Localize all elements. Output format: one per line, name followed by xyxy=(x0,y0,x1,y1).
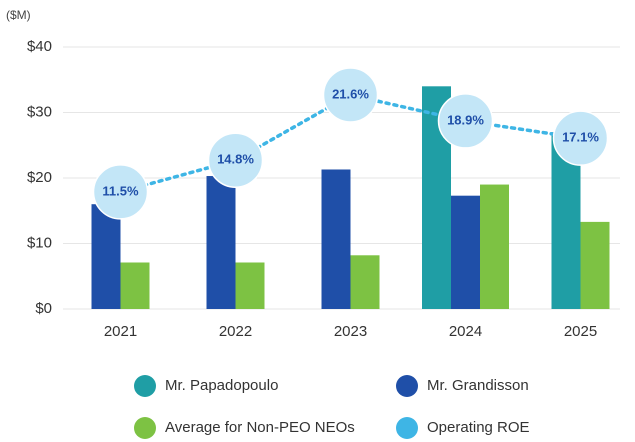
legend-swatch xyxy=(396,375,418,397)
legend-label: Average for Non-PEO NEOs xyxy=(165,419,355,436)
bar xyxy=(480,184,509,309)
legend-label: Operating ROE xyxy=(427,419,530,436)
y-tick-label: $0 xyxy=(35,300,52,317)
y-tick-label: $40 xyxy=(27,38,52,55)
legend-swatch xyxy=(396,417,418,439)
x-tick-label: 2022 xyxy=(219,323,252,340)
legend-swatch xyxy=(134,375,156,397)
legend-label: Mr. Papadopoulo xyxy=(165,377,278,394)
y-axis-label: ($M) xyxy=(6,8,31,22)
y-tick-label: $20 xyxy=(27,169,52,186)
roe-label: 21.6% xyxy=(332,86,369,101)
roe-bubble xyxy=(207,132,264,188)
bar xyxy=(206,176,236,309)
roe-bubble xyxy=(552,110,609,166)
roe-bubble xyxy=(92,164,149,220)
roe-label: 11.5% xyxy=(102,183,139,198)
bar xyxy=(120,262,150,309)
legend-label: Mr. Grandisson xyxy=(427,377,529,394)
roe-label: 18.9% xyxy=(447,112,484,127)
y-tick-label: $10 xyxy=(27,234,52,251)
bar xyxy=(235,262,265,309)
roe-label: 17.1% xyxy=(562,130,599,145)
legend-swatch xyxy=(134,417,156,439)
x-tick-label: 2024 xyxy=(449,323,482,340)
bar xyxy=(451,195,480,309)
roe-bubble xyxy=(437,93,494,149)
bar xyxy=(91,204,121,309)
x-tick-label: 2023 xyxy=(334,323,367,340)
bar xyxy=(580,221,610,309)
bar xyxy=(350,255,380,309)
y-tick-label: $30 xyxy=(27,103,52,120)
roe-bubble xyxy=(322,67,379,123)
bar xyxy=(321,169,351,309)
roe-label: 14.8% xyxy=(217,152,254,167)
x-tick-label: 2021 xyxy=(104,323,137,340)
x-tick-label: 2025 xyxy=(564,323,597,340)
